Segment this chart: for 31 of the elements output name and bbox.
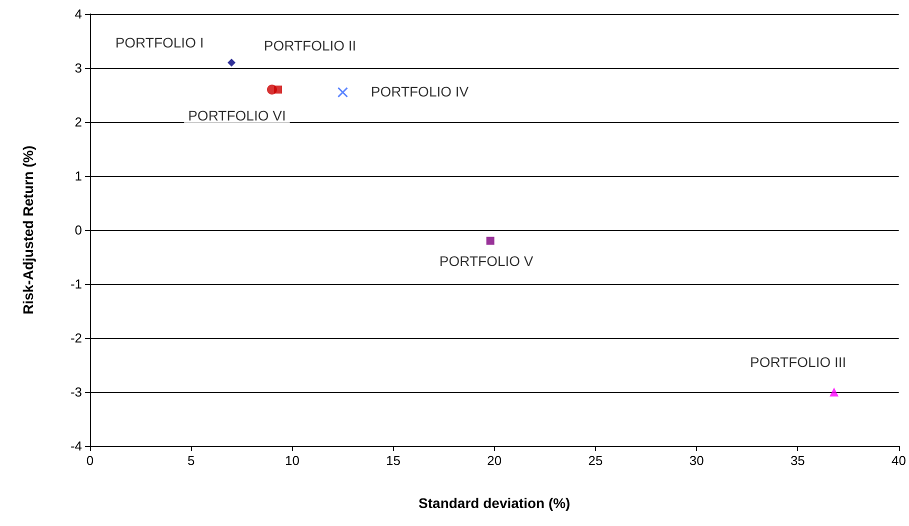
- y-tick-label: -1: [70, 276, 82, 292]
- text: PORTFOLIO II: [264, 38, 356, 54]
- x-tick-label: 20: [487, 453, 502, 468]
- series-label: PORTFOLIO IV: [370, 83, 470, 100]
- point: [337, 87, 348, 98]
- series-label: PORTFOLIO VI: [188, 108, 286, 124]
- series-label: PORTFOLIO I: [115, 34, 204, 51]
- x-axis-title: Standard deviation (%): [418, 495, 570, 511]
- x-tick-label: 0: [86, 453, 94, 468]
- y-axis-title: Risk-Adjusted Return (%): [20, 146, 36, 314]
- y-tick-label: 3: [74, 60, 82, 76]
- y-tick-label: -3: [70, 384, 82, 400]
- series-label: PORTFOLIO III: [750, 354, 846, 370]
- x-tick-label: 35: [790, 453, 805, 468]
- series-label: PORTFOLIO V: [439, 252, 534, 269]
- x-tick-label: 40: [892, 453, 906, 468]
- point: [830, 388, 839, 396]
- y-tick-label: 0: [74, 222, 82, 238]
- x-tick-label: 10: [284, 453, 300, 468]
- x-tick-label: 5: [187, 453, 195, 468]
- x-tick-label: 15: [386, 453, 401, 468]
- y-tick-label: 1: [74, 168, 82, 184]
- y-tick-label: -2: [70, 330, 82, 346]
- y-tick-label: 2: [74, 114, 82, 130]
- point: [228, 58, 236, 67]
- x-tick-label: 30: [689, 453, 704, 468]
- y-tick-label: -4: [70, 438, 82, 454]
- point: [486, 236, 494, 245]
- y-tick-label: 4: [74, 6, 82, 22]
- x-tick-label: 25: [588, 453, 603, 468]
- point: [266, 84, 277, 95]
